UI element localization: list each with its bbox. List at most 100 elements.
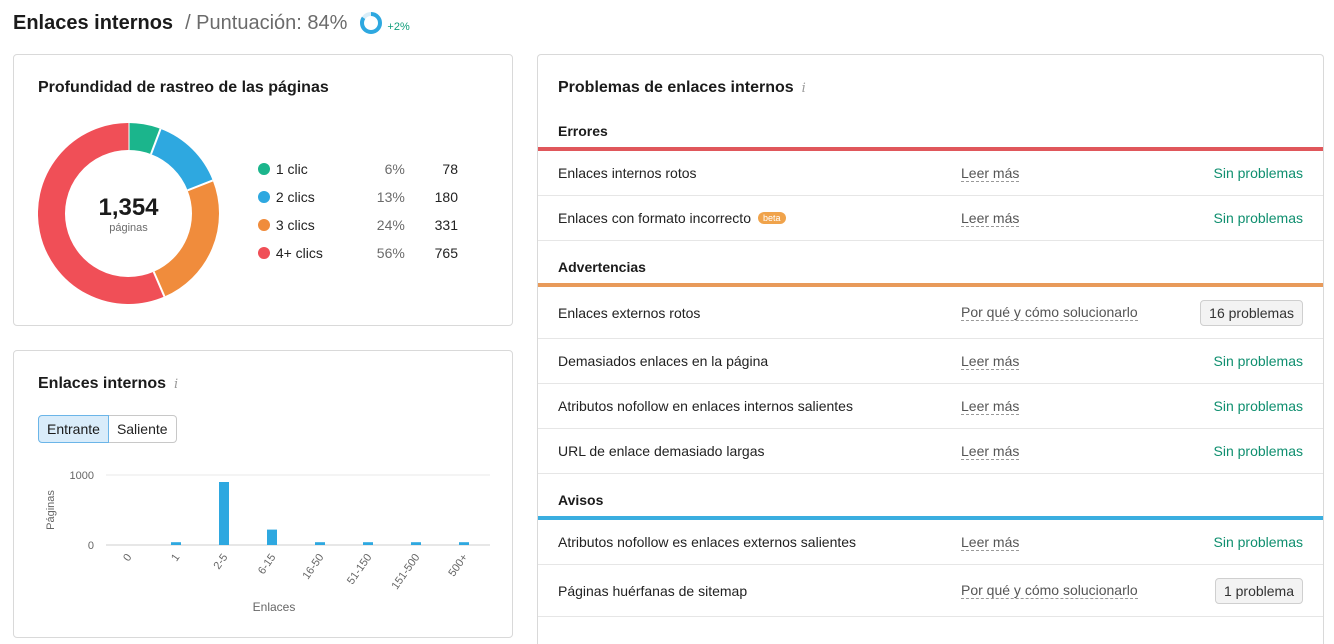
issue-status: Sin problemas bbox=[1213, 165, 1304, 181]
legend-dot-icon bbox=[258, 247, 270, 259]
bar-2-5[interactable] bbox=[219, 482, 229, 545]
issue-status: Sin problemas bbox=[1213, 353, 1304, 369]
legend-item[interactable]: 2 clics 13% 180 bbox=[258, 183, 458, 211]
issue-name: Demasiados enlaces en la página bbox=[558, 353, 768, 369]
x-tick-label: 2-5 bbox=[212, 552, 231, 572]
legend-label: 4+ clics bbox=[275, 245, 323, 261]
issue-name-text: Enlaces con formato incorrecto bbox=[558, 210, 751, 226]
issue-row[interactable]: Demasiados enlaces en la página Leer más S… bbox=[538, 339, 1323, 384]
issue-row[interactable]: Enlaces internos rotos Leer más Sin proble… bbox=[538, 151, 1323, 196]
score-delta: +2% bbox=[387, 21, 410, 33]
learn-more-link[interactable]: Por qué y cómo solucionarlo bbox=[961, 582, 1138, 599]
page-title: Enlaces internos bbox=[13, 11, 174, 34]
learn-more-link[interactable]: Leer más bbox=[961, 533, 1020, 551]
info-icon[interactable]: i bbox=[801, 81, 806, 96]
issues-title-text: Problemas de enlaces internos bbox=[558, 79, 794, 96]
section-color-bar bbox=[538, 283, 1323, 287]
issue-count-badge[interactable]: 1 problema bbox=[1214, 577, 1303, 604]
issue-row[interactable]: URL de enlace demasiado largas Leer más Si… bbox=[538, 429, 1323, 474]
issue-row[interactable]: Atributos nofollow en enlaces internos s… bbox=[538, 384, 1323, 429]
issue-name-text: Atributos nofollow en enlaces internos s… bbox=[558, 398, 853, 414]
issue-name-text: Demasiados enlaces en la página bbox=[558, 353, 769, 369]
section-title: Advertencias bbox=[558, 259, 646, 275]
legend-label: 3 clics bbox=[275, 217, 315, 233]
info-icon[interactable]: i bbox=[174, 377, 179, 392]
crawl-depth-title: Profundidad de rastreo de las páginas bbox=[38, 79, 329, 96]
x-tick-label: 151-500 bbox=[389, 552, 422, 592]
learn-more-link[interactable]: Por qué y cómo solucionarlo bbox=[961, 304, 1138, 321]
legend-count: 78 bbox=[442, 161, 458, 177]
issue-row[interactable]: Enlaces con formato incorrecto beta Leer m… bbox=[538, 196, 1323, 241]
issue-name: Atributos nofollow en enlaces internos s… bbox=[558, 398, 853, 414]
y-tick-label: 0 bbox=[88, 540, 94, 552]
legend-item[interactable]: 1 clic 6% 78 bbox=[258, 155, 458, 183]
learn-more-link[interactable]: Leer más bbox=[961, 397, 1020, 415]
x-tick-label: 1 bbox=[169, 552, 182, 564]
legend-dot-icon bbox=[258, 219, 270, 231]
donut-separator bbox=[150, 128, 162, 155]
crawl-depth-card: Profundidad de rastreo de las páginas 1,… bbox=[13, 54, 513, 326]
legend-count: 765 bbox=[434, 245, 458, 261]
x-tick-label: 500+ bbox=[446, 552, 470, 579]
learn-more-link[interactable]: Leer más bbox=[961, 352, 1020, 370]
issue-name-text: Enlaces internos rotos bbox=[558, 165, 697, 181]
issues-title: Problemas de enlaces internos i bbox=[558, 79, 806, 97]
donut-separator bbox=[187, 179, 214, 192]
issue-row[interactable]: Atributos nofollow es enlaces externos s… bbox=[538, 520, 1323, 565]
issue-row[interactable]: Páginas huérfanas de sitemap Por qué y có… bbox=[538, 565, 1323, 617]
legend-percent: 6% bbox=[384, 161, 405, 177]
issue-name: Enlaces con formato incorrecto beta bbox=[558, 210, 786, 226]
issue-name-text: Enlaces externos rotos bbox=[558, 304, 701, 321]
issue-name: Enlaces externos rotos bbox=[558, 305, 700, 321]
y-tick-label: 1000 bbox=[70, 470, 94, 482]
toggle-outgoing-button[interactable]: Saliente bbox=[108, 415, 177, 443]
learn-more-link[interactable]: Leer más bbox=[961, 209, 1020, 227]
bar-1[interactable] bbox=[171, 542, 181, 545]
donut-slice-1[interactable] bbox=[127, 123, 161, 155]
x-tick-label: 6-15 bbox=[256, 552, 278, 577]
donut-slice-4[interactable] bbox=[38, 123, 165, 304]
issue-name: Páginas huérfanas de sitemap bbox=[558, 583, 747, 599]
issue-row[interactable]: Enlaces externos rotos Por qué y cómo sol… bbox=[538, 287, 1323, 339]
section-title: Errores bbox=[558, 123, 608, 139]
legend-percent: 24% bbox=[376, 217, 405, 233]
x-tick-label: 16-50 bbox=[300, 552, 326, 582]
learn-more-link[interactable]: Leer más bbox=[961, 442, 1020, 460]
legend-item[interactable]: 4+ clics 56% 765 bbox=[258, 239, 458, 267]
donut-separator bbox=[152, 271, 166, 297]
issue-name: Atributos nofollow es enlaces externos s… bbox=[558, 534, 856, 550]
score-ring-icon bbox=[360, 12, 383, 34]
bar-151-500[interactable] bbox=[411, 542, 421, 545]
x-axis-label: Enlaces bbox=[253, 600, 296, 614]
issue-status: Sin problemas bbox=[1213, 443, 1304, 459]
legend-dot-icon bbox=[258, 191, 270, 203]
issue-status: Sin problemas bbox=[1213, 210, 1304, 226]
legend-label: 1 clic bbox=[275, 161, 308, 177]
toggle-incoming-button[interactable]: Entrante bbox=[38, 415, 109, 443]
score-label: / Puntuación: 84% bbox=[185, 11, 348, 34]
bar-51-150[interactable] bbox=[363, 542, 373, 545]
issue-name: URL de enlace demasiado largas bbox=[558, 443, 765, 459]
legend-dot-icon bbox=[258, 163, 270, 175]
section-title: Avisos bbox=[558, 492, 604, 508]
legend-count: 331 bbox=[434, 217, 458, 233]
bar-6-15[interactable] bbox=[267, 529, 277, 545]
internal-links-card: Enlaces internos i Entrante Saliente 0 100… bbox=[13, 350, 513, 638]
link-direction-toggle: Entrante Saliente bbox=[38, 415, 177, 443]
bar-16-50[interactable] bbox=[315, 542, 325, 545]
depth-legend: 1 clic 6% 78 2 clics 13% 180 3 clics 24% 331 4+ c… bbox=[258, 155, 458, 267]
issue-name-text: URL de enlace demasiado largas bbox=[558, 443, 765, 459]
legend-percent: 13% bbox=[376, 189, 405, 205]
bar-500+[interactable] bbox=[459, 542, 469, 545]
issue-name-text: Páginas huérfanas de sitemap bbox=[558, 582, 748, 599]
donut-slice-3[interactable] bbox=[153, 180, 219, 297]
legend-percent: 56% bbox=[376, 245, 405, 261]
learn-more-link[interactable]: Leer más bbox=[961, 164, 1020, 182]
internal-links-title: Enlaces internos i bbox=[38, 375, 178, 393]
x-tick-label: 0 bbox=[121, 552, 134, 564]
issue-count-badge[interactable]: 16 problemas bbox=[1200, 299, 1303, 326]
legend-item[interactable]: 3 clics 24% 331 bbox=[258, 211, 458, 239]
donut-slice-2[interactable] bbox=[150, 128, 213, 191]
page-header: Enlaces internos / Puntuación: 84% +2% bbox=[13, 10, 410, 36]
internal-link-issues-card: Problemas de enlaces internos i Errores En… bbox=[537, 54, 1324, 644]
